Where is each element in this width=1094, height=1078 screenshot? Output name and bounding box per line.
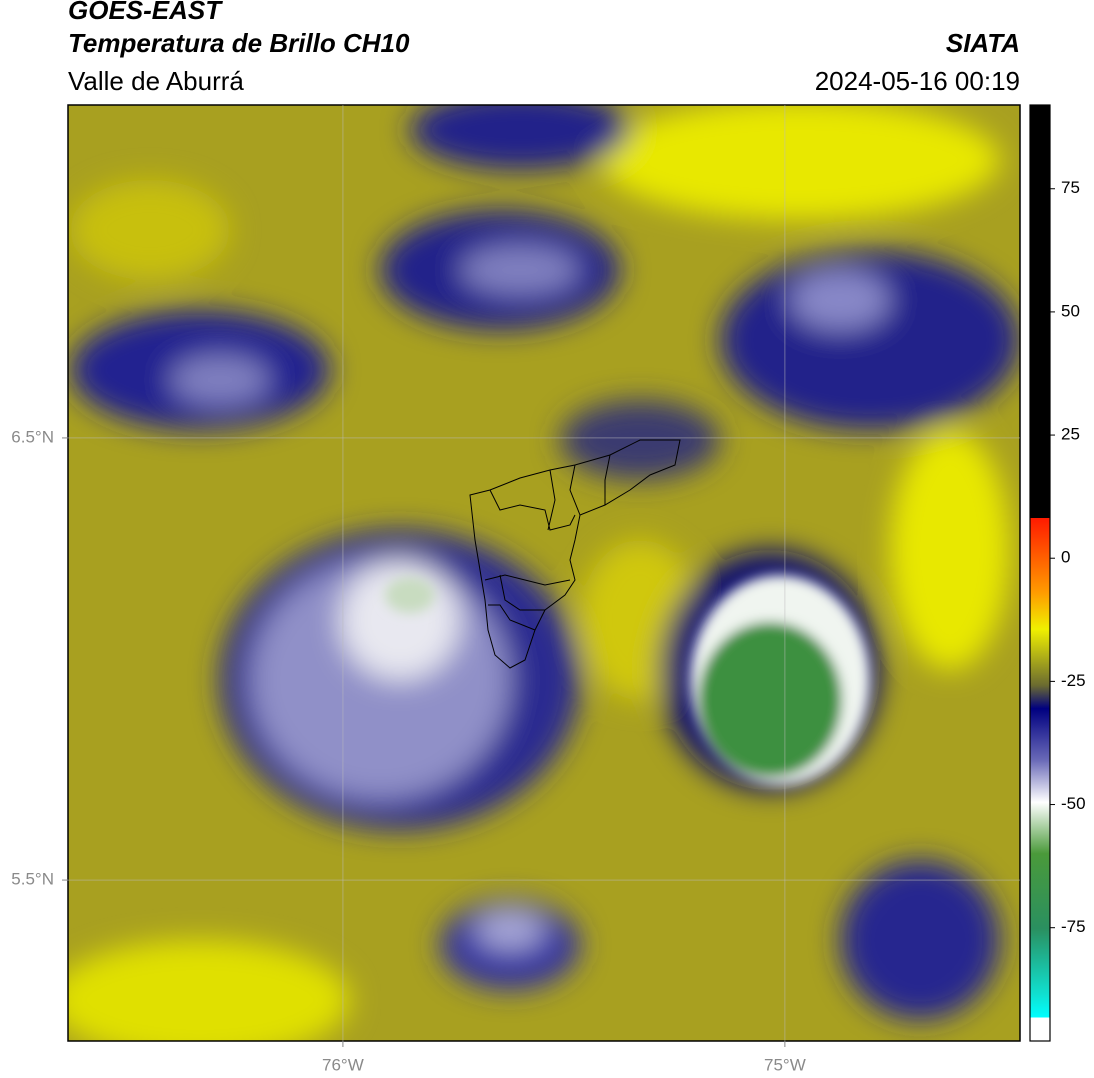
source: SIATA (946, 28, 1020, 58)
colorbar-label: -25 (1061, 671, 1086, 690)
map-frame (67, 104, 1021, 1042)
lat-label: 5.5°N (11, 870, 54, 889)
timestamp: 2024-05-16 00:19 (815, 66, 1020, 96)
colorbar-label: 0 (1061, 548, 1070, 567)
colorbar (1029, 104, 1051, 1042)
colorbar-label: -75 (1061, 917, 1086, 936)
satellite-image (68, 105, 1020, 1041)
subtitle: Temperatura de Brillo CH10 (68, 28, 410, 58)
colorbar-label: 50 (1061, 301, 1080, 320)
colorbar-label: -50 (1061, 794, 1086, 813)
municipal-boundaries (469, 439, 681, 669)
lon-label: 76°W (322, 1055, 364, 1074)
lon-label: 75°W (764, 1055, 806, 1074)
region: Valle de Aburrá (68, 66, 244, 96)
colorbar-label: 25 (1061, 425, 1080, 444)
colorbar-label: 75 (1061, 178, 1080, 197)
lat-label: 6.5°N (11, 427, 54, 446)
title: GOES-EAST (68, 0, 223, 25)
